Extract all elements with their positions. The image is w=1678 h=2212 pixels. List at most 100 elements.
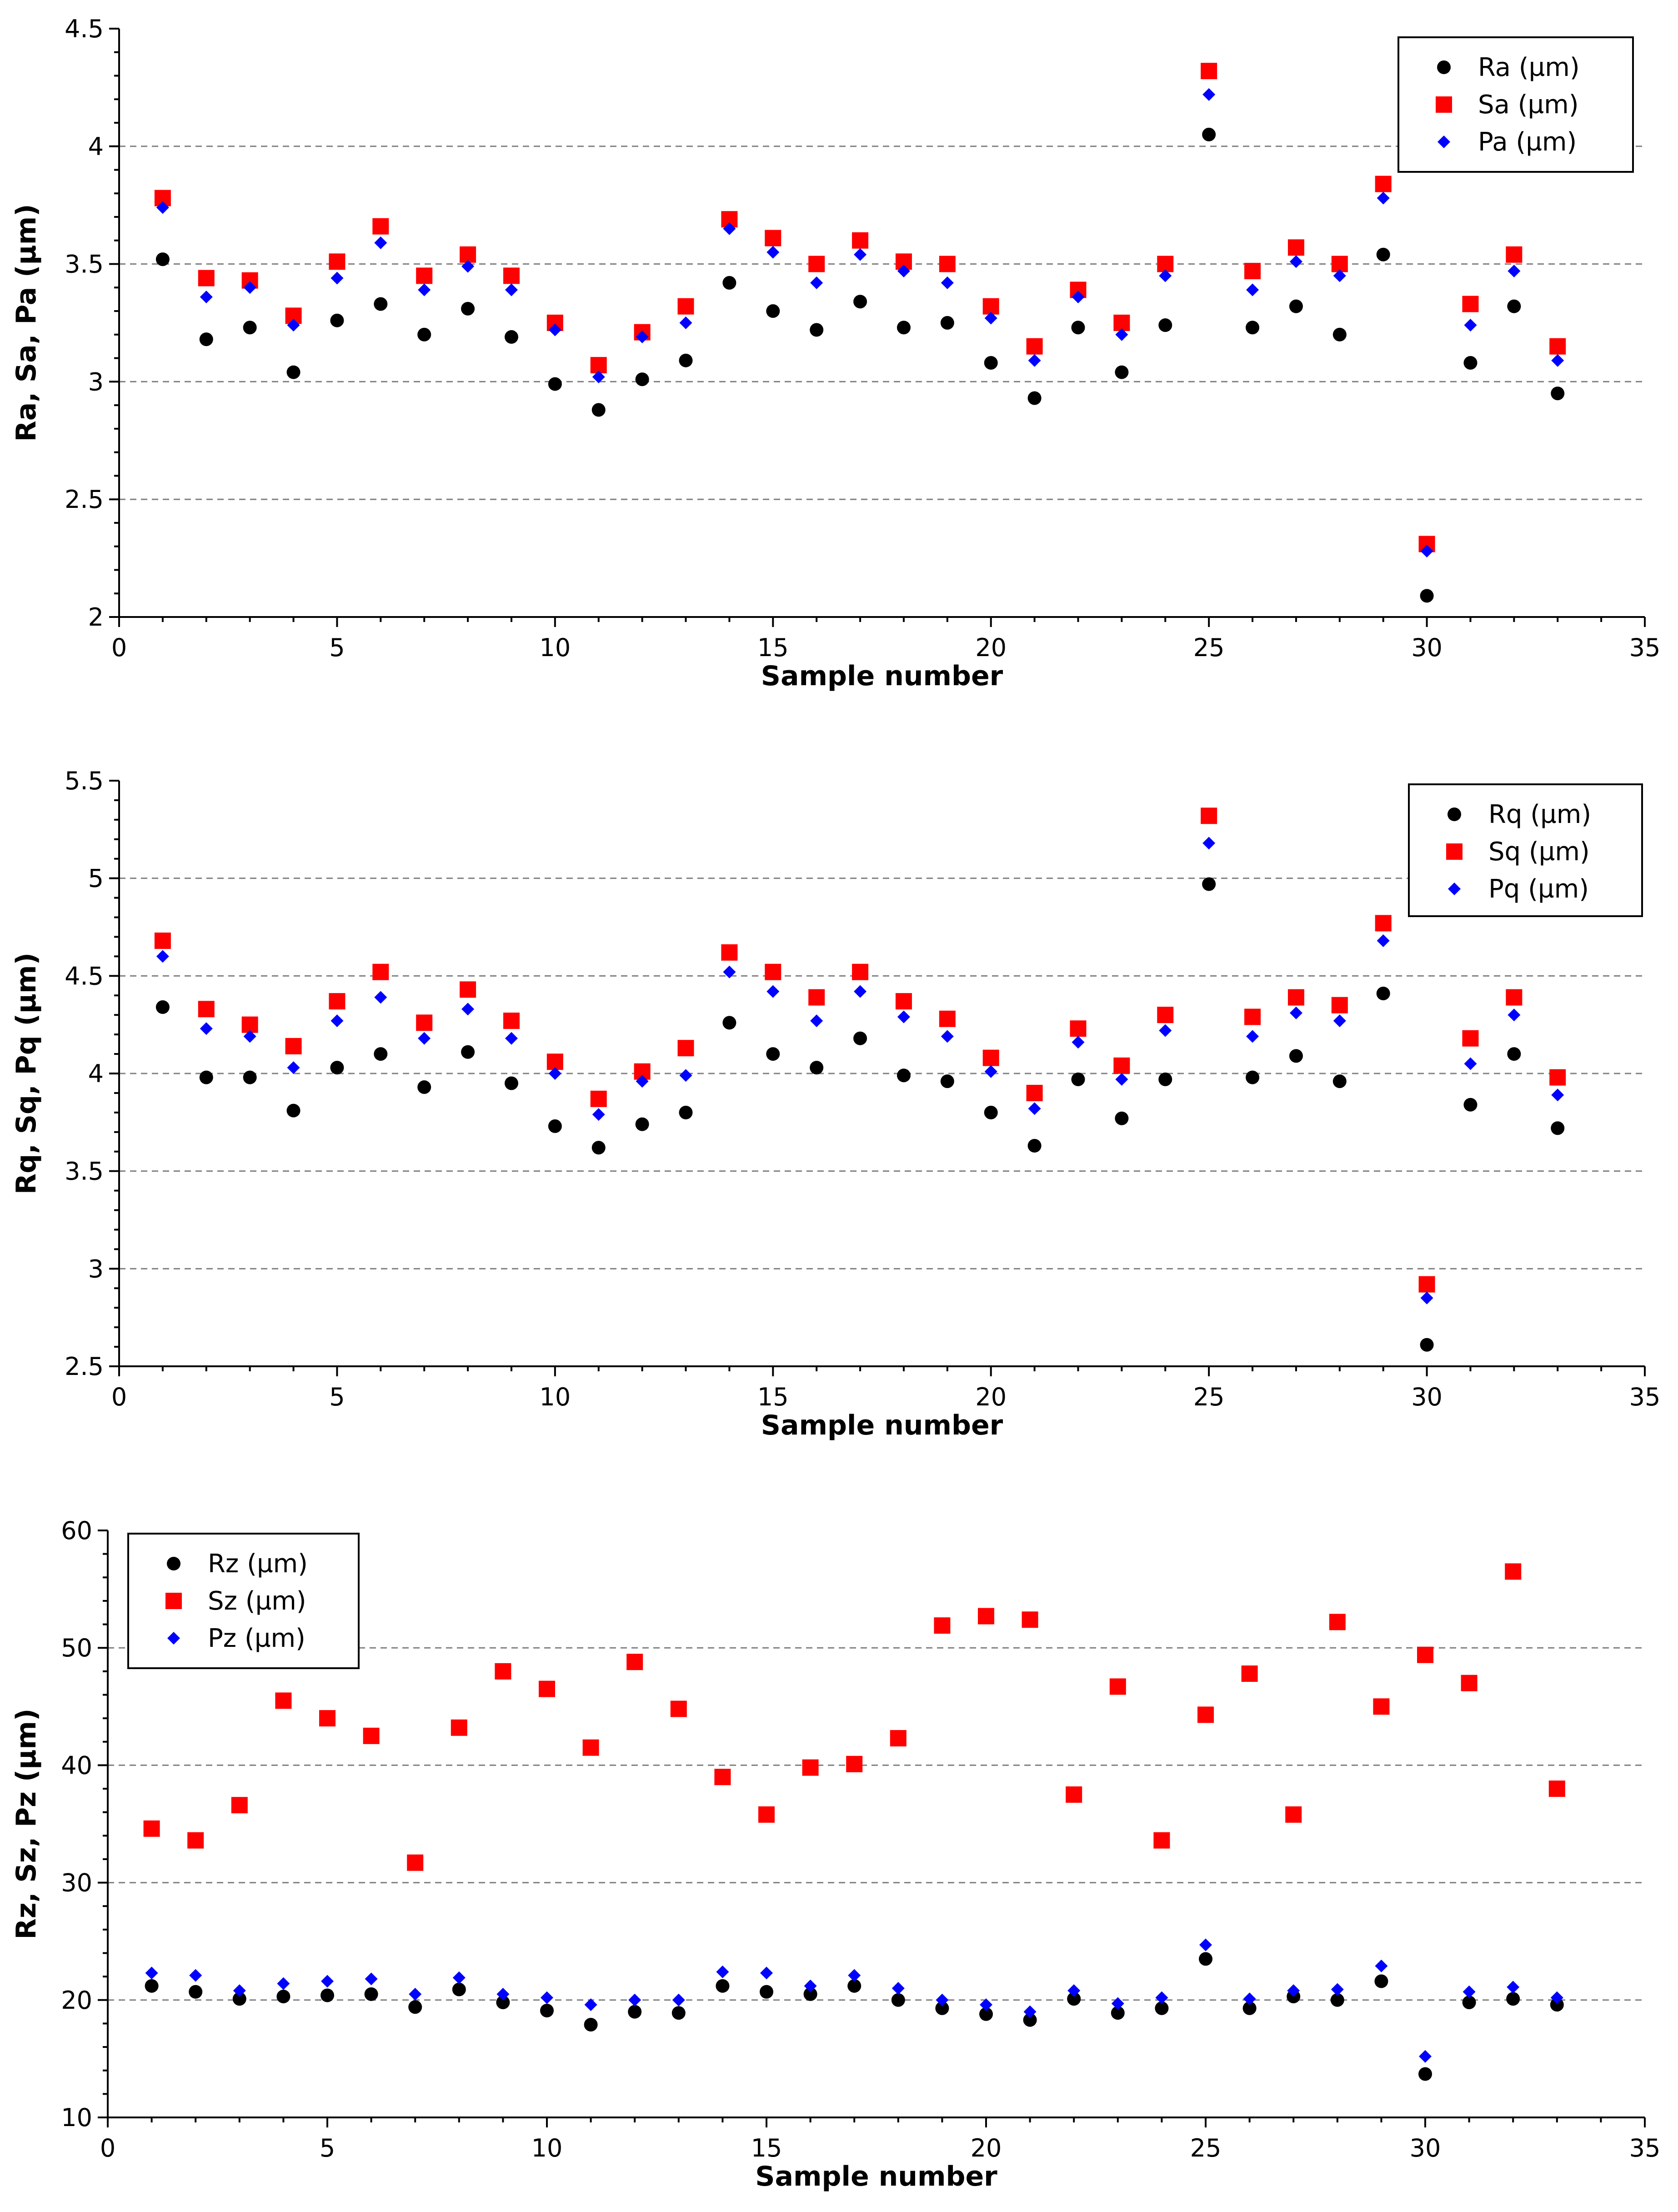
data-point [243, 281, 256, 294]
data-point [984, 1065, 997, 1078]
data-point [504, 1076, 518, 1090]
data-point [1202, 877, 1216, 891]
data-point [722, 1016, 736, 1030]
data-point [1331, 1983, 1344, 1996]
data-point [1420, 545, 1433, 558]
data-point [1506, 1992, 1520, 2006]
data-point [590, 1090, 607, 1107]
data-point [321, 1988, 334, 2002]
data-point [1070, 1020, 1087, 1037]
data-point [1026, 338, 1043, 355]
data-point [1464, 1057, 1477, 1070]
legend-label: Pa (µm) [1478, 127, 1577, 157]
data-point [243, 1070, 257, 1084]
y-tick-label: 4 [88, 132, 104, 161]
data-point [766, 985, 780, 998]
data-point [198, 270, 215, 286]
data-point [372, 963, 389, 980]
data-point [1377, 934, 1390, 948]
data-point [1285, 1806, 1302, 1823]
data-point [243, 321, 257, 335]
x-tick-label: 35 [1629, 2134, 1661, 2162]
data-point [365, 1972, 378, 1986]
data-point [979, 2007, 993, 2021]
data-point [363, 1727, 380, 1744]
data-point [679, 1105, 693, 1119]
data-point [154, 933, 171, 949]
data-point [939, 1010, 956, 1027]
legend-label: Ra (µm) [1478, 53, 1580, 82]
data-point [275, 1692, 292, 1709]
data-point [143, 1820, 160, 1837]
data-point [1329, 1614, 1346, 1630]
data-point [460, 981, 476, 998]
data-point [319, 1710, 336, 1727]
legend-label: Rz (µm) [208, 1549, 308, 1579]
data-point [1418, 2067, 1432, 2081]
data-point [935, 2001, 949, 2015]
data-point [852, 232, 869, 249]
x-tick-label: 15 [757, 633, 789, 662]
data-point [548, 1119, 562, 1133]
data-point [1287, 1984, 1300, 1997]
data-point [626, 1654, 643, 1670]
data-point [1548, 1781, 1565, 1797]
data-point [1551, 1121, 1565, 1135]
data-point [452, 1971, 466, 1984]
legend-marker [167, 1632, 180, 1645]
data-point [591, 1141, 606, 1155]
data-point [200, 291, 213, 304]
series-1 [155, 127, 1565, 603]
y-tick-label: 3 [88, 1254, 104, 1283]
data-point [1549, 338, 1566, 355]
data-point [941, 1030, 954, 1043]
data-point [1550, 1998, 1564, 2012]
data-point [155, 1000, 170, 1014]
data-point [803, 1987, 817, 2001]
data-point [1287, 989, 1304, 1006]
y-tick-label: 20 [61, 1986, 92, 2015]
x-tick-label: 25 [1190, 2134, 1222, 2162]
data-point [495, 1663, 511, 1680]
data-point [539, 1680, 555, 1697]
data-point [1289, 1006, 1302, 1019]
data-point [984, 1105, 998, 1119]
data-point [548, 1067, 561, 1080]
data-point [496, 1995, 510, 2009]
data-point [1023, 2013, 1037, 2027]
x-tick-label: 10 [531, 2134, 563, 2162]
legend-label: Rq (µm) [1488, 800, 1591, 829]
data-point [679, 316, 692, 329]
legend-label: Sz (µm) [208, 1586, 306, 1616]
data-point [936, 1993, 949, 2006]
data-point [1155, 2001, 1169, 2015]
data-point [1246, 1070, 1260, 1084]
data-point [503, 1013, 520, 1029]
legend-marker [1438, 135, 1450, 148]
data-point [760, 1985, 773, 1999]
y-tick-label: 3.5 [65, 250, 104, 279]
x-axis-title: Sample number [761, 1409, 1003, 1441]
series-2 [154, 808, 1566, 1293]
data-point [635, 1117, 649, 1131]
data-point [1550, 1991, 1563, 2004]
data-point [1376, 247, 1390, 261]
chart-2: 0 5 10 15 20 25 30 35 2.5 3 3.5 4 4.5 5 5.5 Sample numb… [10, 767, 1660, 1441]
data-point [1022, 1611, 1038, 1628]
data-point [1243, 1992, 1256, 2006]
data-point [978, 1608, 994, 1625]
data-point [1507, 1981, 1520, 1994]
data-point [374, 1047, 388, 1061]
y-tick-label: 5.5 [65, 767, 104, 795]
data-point [503, 267, 520, 284]
x-tick-label: 0 [111, 633, 127, 662]
data-point [636, 331, 649, 344]
data-point [848, 1969, 861, 1982]
data-point [1027, 391, 1042, 405]
data-point [1420, 589, 1434, 603]
series-3 [145, 1938, 1563, 2063]
data-point [407, 1854, 424, 1871]
data-point [1115, 328, 1128, 341]
data-point [233, 1984, 246, 1997]
data-point [1202, 88, 1216, 101]
